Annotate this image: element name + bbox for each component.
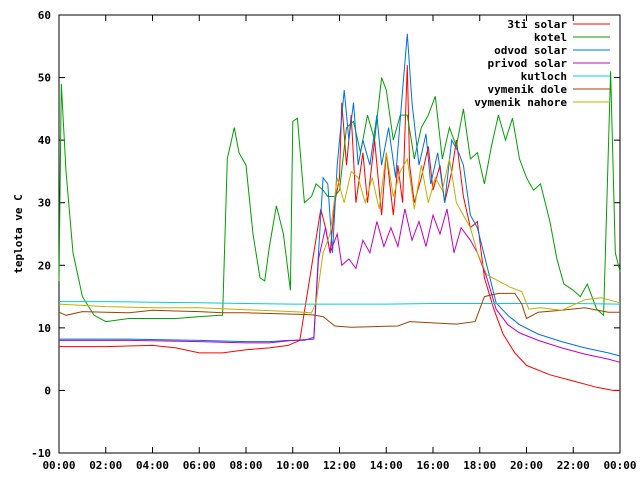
- x-tick-label: 04:00: [136, 459, 169, 472]
- x-tick-label: 08:00: [229, 459, 262, 472]
- series-line-3ti-solar: [59, 65, 620, 391]
- axis-ticks: -10 0 10 20 30 40 50 60 00:00 02:00 04:00 06:00 08:0…: [31, 9, 636, 472]
- series-lines: [58, 33, 621, 391]
- y-tick-label: 30: [38, 197, 51, 210]
- y-tick-label: 60: [38, 9, 51, 22]
- y-axis-label: teplota ve C: [12, 194, 25, 273]
- legend-label: vymenik nahore: [474, 96, 567, 109]
- y-tick-label: -10: [31, 447, 51, 460]
- series-line-vymenik-dole: [58, 292, 620, 328]
- x-tick-label: 06:00: [183, 459, 216, 472]
- x-tick-label: 22:00: [557, 459, 590, 472]
- legend-label: vymenik dole: [488, 83, 568, 96]
- x-tick-label: 12:00: [323, 459, 356, 472]
- legend-label: kotel: [534, 31, 567, 44]
- y-tick-label: 50: [38, 72, 51, 85]
- x-tick-label: 20:00: [510, 459, 543, 472]
- y-tick-label: 10: [38, 322, 51, 335]
- y-tick-label: 40: [38, 134, 51, 147]
- x-tick-label: 00:00: [603, 459, 636, 472]
- series-line-vymenik-nahore: [58, 152, 621, 314]
- x-tick-label: 00:00: [42, 459, 75, 472]
- y-tick-label: 0: [44, 384, 51, 397]
- x-tick-label: 14:00: [370, 459, 403, 472]
- legend-label: kutloch: [521, 70, 567, 83]
- series-line-kutloch: [59, 301, 621, 305]
- x-tick-label: 16:00: [416, 459, 449, 472]
- series-line-kotel: [58, 71, 621, 323]
- legend-label: 3ti solar: [507, 18, 567, 31]
- x-tick-label: 18:00: [463, 459, 496, 472]
- legend-label: odvod solar: [494, 44, 567, 57]
- y-tick-label: 20: [38, 259, 51, 272]
- x-tick-label: 02:00: [89, 459, 122, 472]
- x-tick-label: 10:00: [276, 459, 309, 472]
- legend-label: privod solar: [488, 57, 568, 70]
